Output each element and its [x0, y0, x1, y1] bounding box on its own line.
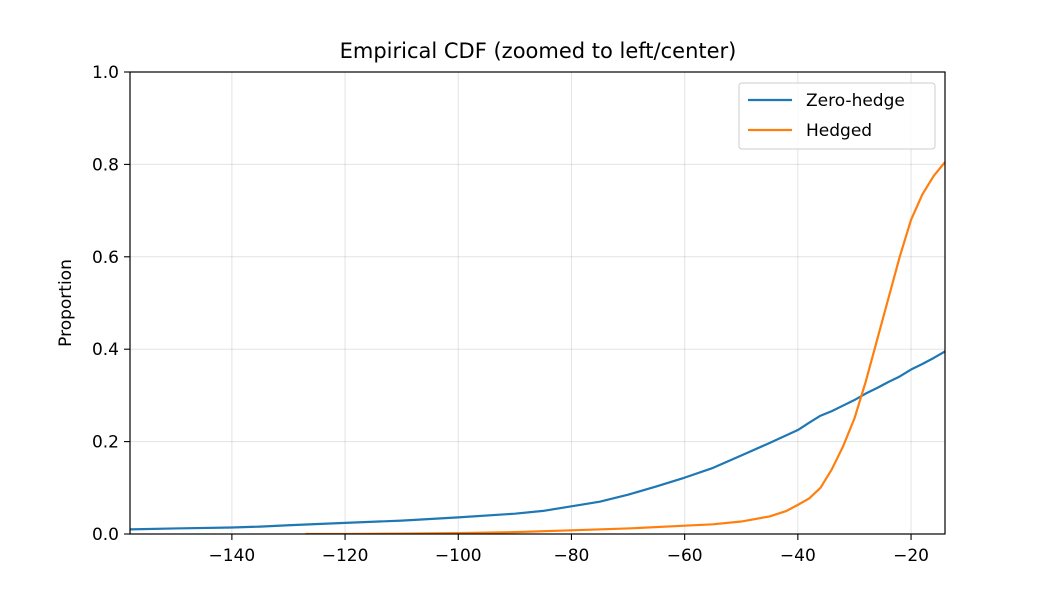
y-tick-label: 0.6: [92, 248, 119, 268]
y-tick-label: 0.4: [92, 340, 119, 360]
y-tick-label: 0.2: [92, 433, 119, 453]
legend-label-hedged: Hedged: [806, 121, 872, 141]
x-tick-label: −100: [435, 546, 482, 566]
legend: Zero-hedge Hedged: [738, 82, 936, 150]
y-axis-label: Proportion: [56, 259, 76, 347]
y-tick-label: 0.0: [92, 525, 119, 545]
plot-frame: [129, 71, 946, 535]
series-line-zero-hedge: [130, 350, 945, 531]
legend-label-zero-hedge: Zero-hedge: [806, 91, 905, 111]
x-tick-label: −140: [209, 546, 256, 566]
y-tick-label: 0.8: [92, 155, 119, 175]
series-line-hedged: [305, 161, 945, 534]
x-tick-label: −40: [780, 546, 816, 566]
x-tick-label: −20: [893, 546, 929, 566]
x-tick-label: −80: [554, 546, 590, 566]
ticks-layer: −140 −120 −100 −80 −60 −40 −20 0.0 0.2 0.4 0.6 0.8 1…: [92, 63, 929, 566]
chart-title: Empirical CDF (zoomed to left/center): [340, 39, 737, 63]
lines-layer: [130, 161, 945, 534]
x-tick-label: −60: [667, 546, 703, 566]
x-tick-label: −120: [322, 546, 369, 566]
y-tick-label: 1.0: [92, 63, 119, 83]
